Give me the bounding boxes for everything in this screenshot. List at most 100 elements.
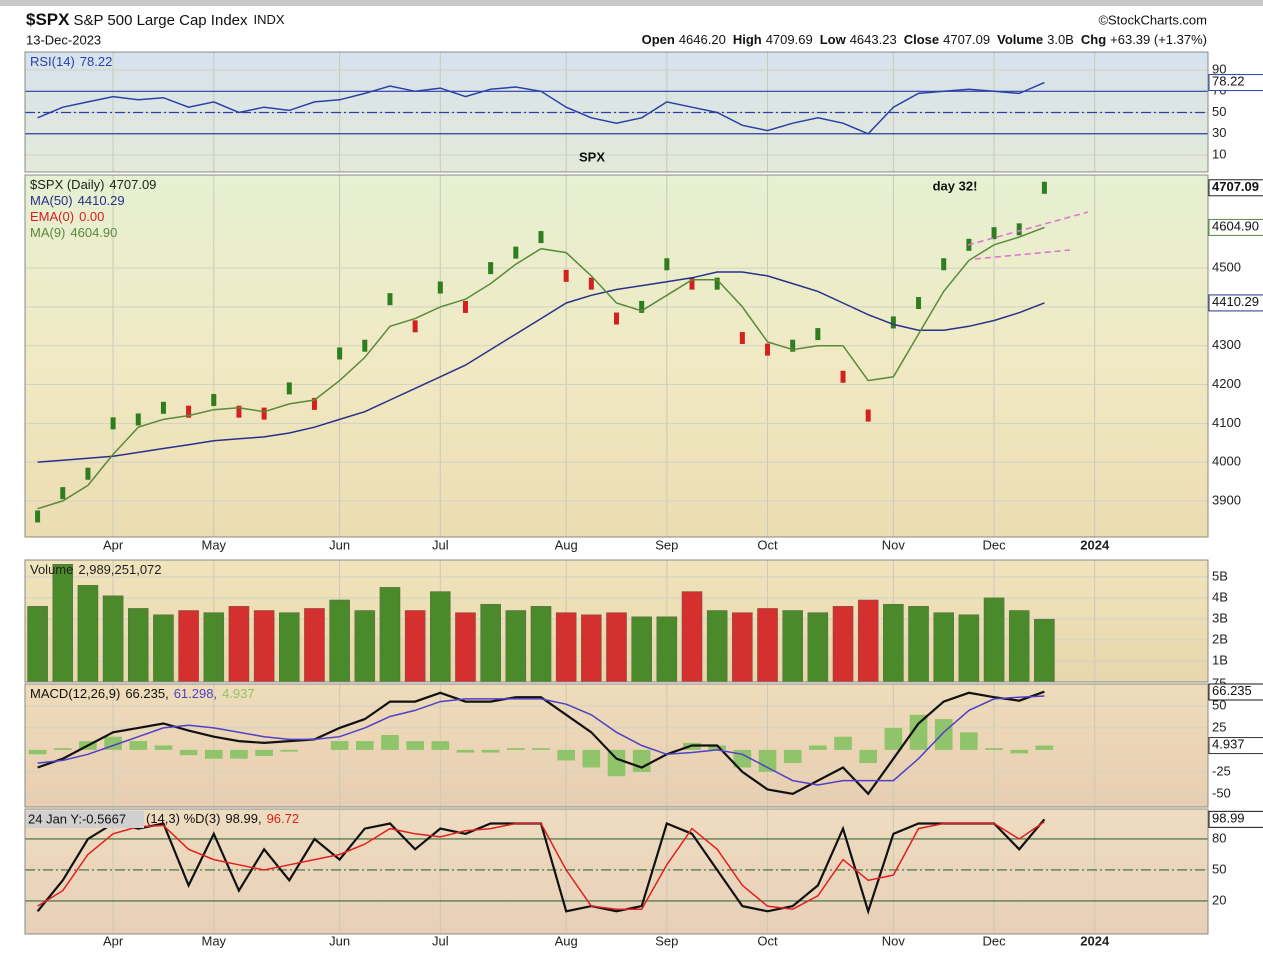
legend-value: 66.235, — [125, 686, 168, 701]
y-tick-label: 50 — [1212, 104, 1226, 119]
histogram-bar — [582, 749, 601, 768]
price-bar — [160, 401, 166, 414]
series-line — [37, 695, 1045, 786]
volume-bar — [203, 612, 225, 683]
y-tick-label: -50 — [1212, 785, 1231, 800]
volume-bar — [832, 606, 854, 683]
histogram-bar — [28, 749, 47, 755]
legend: MA(50) 4410.29 — [30, 193, 125, 208]
series-line — [37, 81, 1045, 135]
symbol: $SPX — [26, 10, 70, 29]
price-bar — [890, 316, 896, 329]
price-bar — [186, 405, 192, 418]
cursor-box — [26, 811, 144, 828]
quote-label: Open — [642, 32, 675, 47]
y-tick-label: 30 — [1212, 125, 1226, 140]
x-tick-label: Dec — [982, 933, 1006, 948]
histogram-bar — [607, 749, 626, 777]
y-tick-label: 5B — [1212, 568, 1228, 583]
volume-bar — [530, 606, 552, 683]
exchange: INDX — [254, 12, 285, 27]
series-line — [37, 271, 1045, 463]
price-bar — [236, 405, 242, 418]
histogram-bar — [406, 741, 424, 750]
histogram-bar — [431, 741, 450, 750]
x-tick-label: Dec — [982, 537, 1006, 552]
panel-border — [24, 51, 1209, 173]
legend-title: MACD(12,26,9) — [30, 686, 120, 701]
annotation: day 32! — [933, 178, 978, 193]
volume-bar — [455, 612, 476, 683]
volume-bar — [430, 591, 451, 683]
price-bar — [513, 246, 519, 259]
x-tick-label: Sep — [655, 537, 678, 552]
quote-value: 3.0B — [1047, 32, 1074, 47]
legend-name: Volume — [30, 562, 73, 577]
value-tag-box — [1208, 737, 1263, 755]
volume-bar — [883, 603, 904, 683]
quote-label: Volume — [997, 32, 1043, 47]
volume-bar — [279, 612, 300, 683]
volume-bar — [757, 608, 778, 683]
x-tick-label: Oct — [757, 537, 778, 552]
price-bar — [941, 258, 947, 271]
volume-bar — [782, 610, 803, 683]
price-bar — [916, 297, 922, 310]
histogram-bar — [557, 749, 575, 761]
legend-value: 0.00 — [79, 209, 104, 224]
histogram-bar — [154, 745, 173, 750]
volume-bar — [983, 597, 1005, 683]
x-tick-label: 2024 — [1080, 537, 1110, 552]
y-tick-label: 20 — [1212, 892, 1226, 907]
panel-border — [24, 683, 1209, 808]
legend-name: RSI(14) — [30, 54, 75, 69]
volume-bar — [379, 587, 401, 683]
price-bar — [840, 370, 846, 383]
value-tag: 4604.90 — [1212, 219, 1259, 234]
y-tick-label: 50 — [1212, 861, 1226, 876]
price-bar — [211, 394, 217, 407]
panel-background — [25, 175, 1208, 537]
legend: EMA(0) 0.00 — [30, 209, 104, 224]
legend-value: 96.72 — [267, 811, 300, 826]
price-bar — [1016, 223, 1022, 236]
x-tick-label: Jun — [329, 933, 350, 948]
y-tick-label: 4500 — [1212, 260, 1241, 275]
quote-line: Open 4646.20 High 4709.69 Low 4643.23 Close 470… — [642, 32, 1207, 47]
volume-bar — [127, 608, 149, 683]
value-tag: 4410.29 — [1212, 294, 1259, 309]
price-bar — [362, 339, 368, 352]
volume-bar — [329, 599, 350, 683]
price-bar — [815, 328, 821, 341]
quote-value: 4646.20 — [679, 32, 726, 47]
histogram-bar — [834, 736, 852, 750]
price-bar — [689, 277, 695, 290]
y-tick-label: 4000 — [1212, 454, 1241, 469]
price-bar — [488, 262, 494, 275]
quote-value: 4709.69 — [766, 32, 813, 47]
y-tick-label: 1B — [1212, 652, 1228, 667]
price-bar — [85, 467, 91, 480]
price-bar — [739, 331, 745, 344]
y-tick-label: 4B — [1212, 589, 1228, 604]
histogram-bar — [230, 749, 248, 759]
volume-bar — [354, 610, 376, 683]
volume-bar — [656, 616, 678, 683]
price-bar — [35, 510, 41, 523]
x-tick-label: May — [201, 537, 226, 552]
price-bar — [412, 320, 418, 333]
panel-border — [24, 808, 1209, 935]
x-tick-label: Aug — [555, 933, 578, 948]
trend-line — [967, 211, 1089, 246]
legend-value: 2,989,251,072 — [78, 562, 161, 577]
price-bar — [765, 343, 771, 356]
legend-value: 61.298, — [174, 686, 217, 701]
x-tick-label: 2024 — [1080, 933, 1110, 948]
price-bar — [286, 382, 292, 395]
x-tick-label: Nov — [882, 933, 906, 948]
histogram-bar — [708, 745, 726, 750]
x-tick-label: Jul — [432, 933, 449, 948]
y-tick-label: -25 — [1212, 763, 1231, 778]
histogram-bar — [783, 749, 802, 764]
